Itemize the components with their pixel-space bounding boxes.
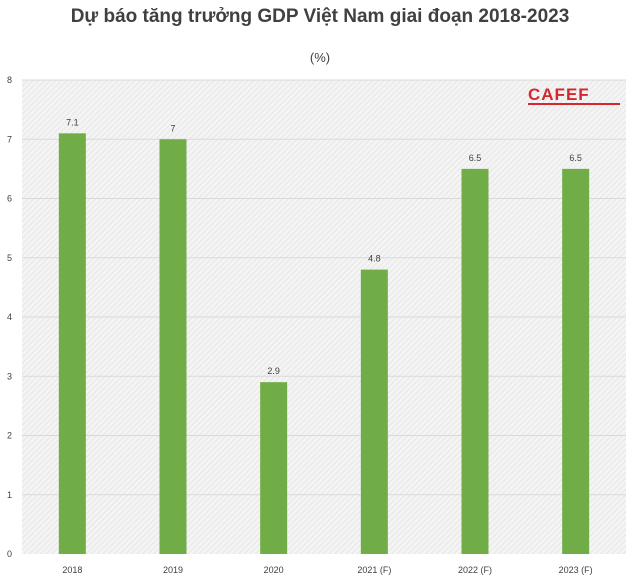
cafef-logo-underline (528, 103, 620, 105)
cafef-logo-text: CAFEF (528, 85, 590, 104)
data-label: 2.9 (267, 366, 280, 376)
y-axis-ticks: 0 1 2 3 4 5 6 7 8 (7, 75, 12, 559)
gridlines (22, 79, 626, 496)
cafef-logo: CAFEF (528, 85, 620, 105)
data-label: 6.5 (469, 153, 482, 163)
data-label: 7 (170, 123, 175, 133)
data-label: 4.8 (368, 254, 381, 264)
y-tick-label: 3 (7, 371, 12, 381)
y-tick-label: 1 (7, 490, 12, 500)
y-tick-label: 6 (7, 194, 12, 204)
chart-subtitle: (%) (309, 50, 331, 65)
data-label: 6.5 (569, 153, 582, 163)
x-tick-label: 2021 (F) (357, 565, 391, 575)
y-tick-label: 8 (7, 75, 12, 85)
bar (260, 382, 288, 554)
y-tick-label: 0 (7, 549, 12, 559)
x-tick-label: 2019 (163, 565, 183, 575)
chart-title: Dự báo tăng trưởng GDP Việt Nam giai đoạ… (70, 6, 570, 27)
x-tick-label: 2018 (62, 565, 82, 575)
bar (360, 269, 388, 554)
bar (562, 168, 590, 554)
x-tick-label: 2023 (F) (559, 565, 593, 575)
bars (58, 133, 590, 554)
data-labels: 7.1 7 2.9 4.8 6.5 6.5 (66, 117, 582, 376)
y-tick-label: 2 (7, 431, 12, 441)
x-tick-label: 2022 (F) (458, 565, 492, 575)
data-label: 7.1 (66, 117, 79, 127)
bar (461, 168, 489, 554)
x-tick-label: 2020 (264, 565, 284, 575)
y-tick-label: 7 (7, 134, 12, 144)
bar (159, 139, 187, 554)
x-axis-ticks: 2018 2019 2020 2021 (F) 2022 (F) 2023 (F) (62, 565, 592, 575)
y-tick-label: 4 (7, 312, 12, 322)
y-tick-label: 5 (7, 253, 12, 263)
bar (58, 133, 86, 554)
